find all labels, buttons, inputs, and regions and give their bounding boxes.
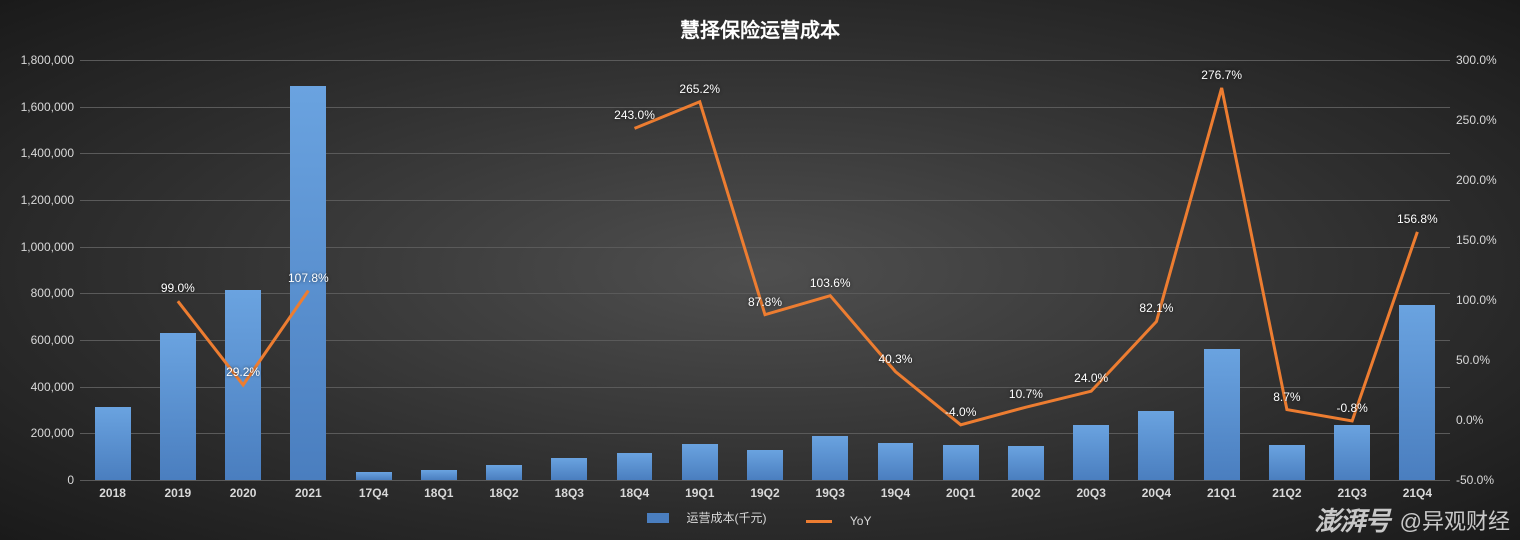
x-category: 17Q4 bbox=[359, 486, 388, 500]
y-right-tick: 50.0% bbox=[1450, 353, 1490, 367]
y-left-tick: 400,000 bbox=[31, 380, 80, 394]
y-right-tick: 200.0% bbox=[1450, 173, 1497, 187]
x-category: 19Q3 bbox=[816, 486, 845, 500]
watermark-handle: @异观财经 bbox=[1400, 504, 1510, 536]
plot-area: 99.0%29.2%107.8%243.0%265.2%87.8%103.6%4… bbox=[80, 60, 1450, 480]
y-axis-right: -50.0%0.0%50.0%100.0%150.0%200.0%250.0%3… bbox=[80, 60, 1450, 480]
x-category: 21Q3 bbox=[1337, 486, 1366, 500]
x-category: 21Q4 bbox=[1403, 486, 1432, 500]
y-left-tick: 600,000 bbox=[31, 333, 80, 347]
x-category: 20Q2 bbox=[1011, 486, 1040, 500]
x-category: 2020 bbox=[230, 486, 257, 500]
x-category: 19Q4 bbox=[881, 486, 910, 500]
y-left-tick: 1,800,000 bbox=[21, 53, 80, 67]
y-left-tick: 1,600,000 bbox=[21, 100, 80, 114]
x-category: 20Q4 bbox=[1142, 486, 1171, 500]
x-category: 18Q1 bbox=[424, 486, 453, 500]
watermark: 澎湃号 @异观财经 bbox=[1315, 501, 1510, 538]
chart-title: 慧择保险运营成本 bbox=[0, 14, 1520, 43]
gridline bbox=[80, 480, 1450, 481]
x-category: 2018 bbox=[99, 486, 126, 500]
legend: 运营成本(千元) YoY bbox=[80, 509, 1450, 528]
legend-line: YoY bbox=[806, 514, 884, 528]
y-right-tick: 100.0% bbox=[1450, 293, 1497, 307]
y-right-tick: -50.0% bbox=[1450, 473, 1494, 487]
x-category: 18Q3 bbox=[555, 486, 584, 500]
y-left-tick: 200,000 bbox=[31, 426, 80, 440]
y-right-tick: 150.0% bbox=[1450, 233, 1497, 247]
y-right-tick: 300.0% bbox=[1450, 53, 1497, 67]
watermark-logo: 澎湃号 bbox=[1315, 501, 1390, 538]
x-category: 2019 bbox=[164, 486, 191, 500]
x-category: 19Q2 bbox=[750, 486, 779, 500]
x-category: 20Q3 bbox=[1077, 486, 1106, 500]
y-right-tick: 250.0% bbox=[1450, 113, 1497, 127]
x-category: 19Q1 bbox=[685, 486, 714, 500]
y-left-tick: 0 bbox=[67, 473, 80, 487]
y-left-tick: 1,200,000 bbox=[21, 193, 80, 207]
x-category: 21Q2 bbox=[1272, 486, 1301, 500]
y-right-tick: 0.0% bbox=[1450, 413, 1483, 427]
legend-bar: 运营成本(千元) bbox=[647, 509, 779, 526]
x-category: 18Q4 bbox=[620, 486, 649, 500]
y-left-tick: 1,000,000 bbox=[21, 240, 80, 254]
x-category: 20Q1 bbox=[946, 486, 975, 500]
x-category: 21Q1 bbox=[1207, 486, 1236, 500]
x-category: 2021 bbox=[295, 486, 322, 500]
y-left-tick: 1,400,000 bbox=[21, 146, 80, 160]
y-left-tick: 800,000 bbox=[31, 286, 80, 300]
x-category: 18Q2 bbox=[489, 486, 518, 500]
